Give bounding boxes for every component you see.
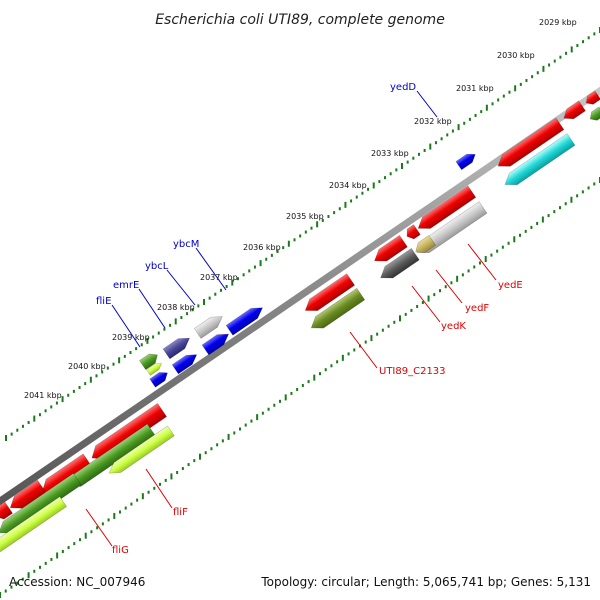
gene-label-UTI89_C2133: UTI89_C2133	[379, 366, 446, 377]
gene-label-yedD: yedD	[390, 82, 416, 93]
tick-label-2034: 2034 kbp	[329, 181, 367, 190]
gene-label-fliF: fliF	[173, 507, 188, 518]
gene-arrow	[9, 479, 47, 509]
gene-arrow	[0, 496, 67, 553]
map-title: Escherichia coli UTI89, complete genome	[155, 12, 445, 28]
callout-yedF	[435, 269, 463, 304]
gene-arrow	[415, 234, 437, 253]
callout-yedK	[411, 285, 441, 323]
tick-label-2040: 2040 kbp	[68, 362, 106, 371]
gene-arrow	[406, 224, 421, 240]
gene-arrow	[0, 501, 13, 520]
gene-arrow	[171, 354, 198, 375]
gene-arrow	[416, 201, 488, 254]
genome-summary-text: Topology: circular; Length: 5,065,741 bp…	[260, 575, 591, 589]
gene-bottom-g-2	[0, 472, 82, 534]
gene-arrow	[563, 100, 586, 120]
gene-arrow	[589, 106, 600, 121]
tick-label-2036: 2036 kbp	[243, 243, 281, 252]
callout-fliE	[111, 304, 141, 348]
gene-bottom-lime-1	[108, 425, 175, 474]
gene-khaki	[415, 234, 437, 253]
gene-bottom-lime-2	[0, 496, 67, 553]
gene-label-fliG: fliG	[112, 545, 129, 556]
tick-label-2037: 2037 kbp	[200, 273, 238, 282]
gene-bottom-r-4	[0, 501, 13, 520]
position-tick-labels: 2029 kbp 2030 kbp 2031 kbp 2032 kbp 2033…	[24, 18, 577, 400]
gene-arrow	[380, 247, 420, 279]
callout-yedE	[467, 243, 497, 281]
gene-arrow	[139, 353, 158, 371]
tick-label-2029: 2029 kbp	[539, 18, 577, 27]
gene-arrow	[455, 153, 476, 171]
gene-label-ybcL: ybcL	[145, 261, 169, 272]
gene-fwd-6	[149, 372, 168, 388]
tick-label-2035: 2035 kbp	[286, 212, 324, 221]
gene-arrow	[304, 273, 356, 311]
tick-label-2030: 2030 kbp	[497, 51, 535, 60]
gene-r-small-1	[374, 234, 408, 262]
gene-UTI89-olive	[310, 287, 366, 329]
gene-fwd-5	[171, 354, 198, 375]
gene-arrow	[0, 472, 82, 534]
gene-r-top-4	[589, 106, 600, 121]
gene-arrow	[193, 316, 223, 339]
gene-arrow	[504, 133, 576, 186]
gene-arrow	[374, 234, 408, 262]
gene-arrow	[310, 287, 366, 329]
tick-tracks	[0, 27, 600, 598]
gene-arrow	[146, 363, 163, 376]
gene-arrow	[417, 185, 477, 229]
gene-fwd-7	[139, 353, 158, 371]
tick-label-2038: 2038 kbp	[157, 303, 195, 312]
gene-cyan	[504, 133, 576, 186]
gene-r-small-2	[406, 224, 421, 240]
callout-fliF	[145, 468, 173, 509]
accession-text: Accession: NC_007946	[9, 575, 145, 589]
gene-arrow	[149, 372, 168, 388]
gene-bottom-r-3	[9, 479, 47, 509]
callout-UTI89_C2133	[349, 331, 378, 369]
outer-tick-track	[5, 27, 600, 441]
inner-tick-track	[0, 177, 600, 598]
gene-label-fliE: fliE	[96, 296, 111, 307]
tick-label-2041: 2041 kbp	[24, 391, 62, 400]
callout-fliG	[85, 508, 113, 547]
gene-fwd-1	[225, 307, 263, 336]
callout-ybcL	[166, 269, 196, 306]
gene-label-ybcM: ybcM	[173, 239, 199, 250]
gene-label-emrE: emrE	[113, 280, 139, 291]
gene-r-top-2	[563, 100, 586, 120]
tick-label-2033: 2033 kbp	[371, 149, 409, 158]
gene-dark	[380, 247, 420, 279]
gene-fwd-4	[162, 337, 191, 360]
gene-arrow	[162, 337, 191, 360]
gene-features	[0, 90, 600, 553]
gene-arrow	[225, 307, 263, 336]
tick-label-2032: 2032 kbp	[414, 117, 452, 126]
callout-yedD	[416, 90, 438, 118]
gene-UTI89	[304, 273, 356, 311]
callout-ybcM	[195, 247, 227, 291]
gene-label-yedK: yedK	[441, 321, 466, 332]
gene-label-yedE: yedE	[498, 280, 523, 291]
gene-labels: yedD ybcM ybcL emrE fliE yedE yedF yedK …	[96, 82, 523, 556]
gene-callout-lines	[85, 90, 497, 547]
gene-label-yedF: yedF	[465, 303, 489, 314]
callout-emrE	[138, 288, 166, 329]
gene-arrow	[108, 425, 175, 474]
gene-grey-long	[416, 201, 488, 254]
gene-arrow	[201, 333, 230, 356]
tick-label-2031: 2031 kbp	[456, 84, 494, 93]
gene-fwd-3	[201, 333, 230, 356]
genome-backbone	[0, 86, 600, 506]
tick-label-2039: 2039 kbp	[112, 333, 150, 342]
gene-fwd-2	[193, 316, 223, 339]
gene-r-top-1	[497, 117, 565, 167]
gene-fwd-8	[146, 363, 163, 376]
gene-r-mid-1	[417, 185, 477, 229]
gene-arrow	[497, 117, 565, 167]
gene-yedD	[455, 153, 476, 171]
